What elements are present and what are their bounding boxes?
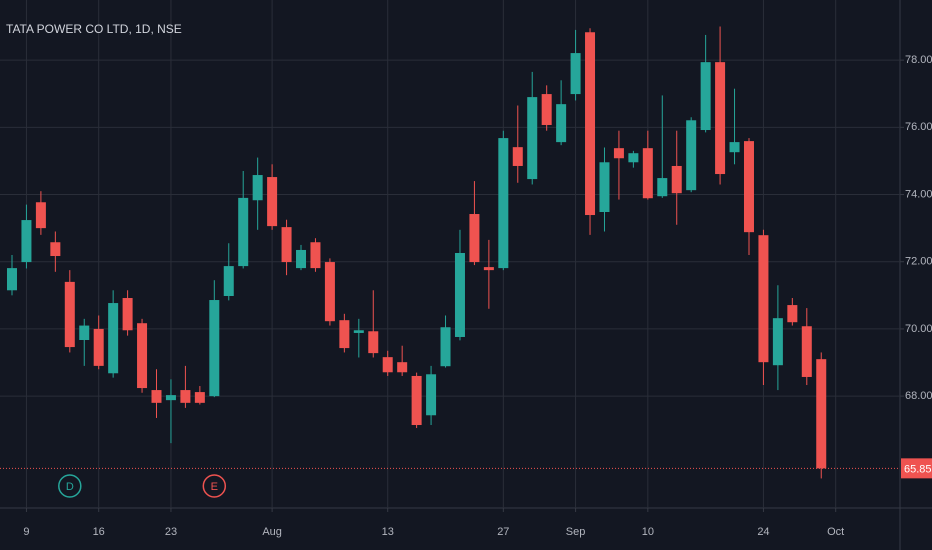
candle-body [108,303,119,374]
candle-body [556,104,567,143]
candle-body [6,268,17,291]
candle-body [787,305,798,323]
candle-body [382,357,393,373]
x-tick-label: Sep [566,526,586,538]
candle-body [657,178,668,197]
candle-body [93,328,104,366]
y-tick-label: 68.00 [905,390,932,402]
x-tick-label: Aug [262,526,282,538]
candle-body [541,94,552,125]
x-tick-label: 13 [382,526,394,538]
candle-body [21,220,32,263]
y-tick-label: 78.00 [905,54,932,66]
candle-body [686,120,697,191]
x-tick-label: 9 [23,526,29,538]
candle-body [816,359,827,469]
event-marker [58,474,82,498]
x-tick-label: 16 [93,526,105,538]
candle-body [801,326,812,377]
event-marker [202,474,227,498]
candle-body [729,142,740,153]
candle-body [50,242,61,257]
candle-body [527,97,538,180]
candle-body [570,53,581,95]
candle-body [64,281,75,348]
candle-body [238,197,249,267]
candle-body [324,262,335,322]
y-tick-label: 74.00 [905,188,932,200]
candle-body [772,318,783,366]
candle-body [585,32,596,216]
event-label: E [211,481,218,493]
candle-body [296,249,307,269]
candle-body [267,177,278,227]
candle-body [715,62,726,175]
event-label: D [66,481,74,493]
y-tick-label: 72.00 [905,256,932,268]
candle-body [353,330,364,333]
candle-body [223,266,234,296]
candle-body [35,202,46,229]
candle-body [426,374,437,416]
candle-body [758,235,769,363]
candle-body [454,252,465,337]
candle-body [79,325,90,341]
x-tick-label: 24 [757,526,769,538]
candle-body [440,327,451,367]
candle-body [613,148,624,159]
x-tick-label: 23 [165,526,177,538]
candle-body [137,323,148,389]
candle-body [165,395,176,401]
candle-body [483,267,494,271]
chart-title: TATA POWER CO LTD, 1D, NSE [6,22,182,36]
last-price-box [901,458,932,479]
candle-body [252,175,263,201]
candle-body [512,147,523,166]
candle-body [671,165,682,194]
candle-body [743,141,754,233]
candle-body [368,331,379,354]
candle-body [642,148,653,199]
candle-body [469,214,480,263]
x-tick-label: 27 [497,526,509,538]
candle-body [151,390,162,403]
candle-body [310,242,321,269]
candle-body [122,298,133,331]
candle-body [339,320,350,349]
x-tick-label: Oct [827,526,844,538]
y-tick-label: 76.00 [905,121,932,133]
candle-body [281,227,292,263]
y-tick-label: 70.00 [905,323,932,335]
candle-body [411,375,422,426]
x-tick-label: 10 [642,526,654,538]
candle-body [700,62,711,131]
candle-body [628,153,639,163]
candle-body [194,392,205,403]
candle-body [498,138,509,269]
candle-body [209,300,220,397]
candle-body [180,390,191,403]
last-price-label: 65.85 [904,463,932,475]
candle-body [397,362,408,373]
candle-body [599,162,610,213]
